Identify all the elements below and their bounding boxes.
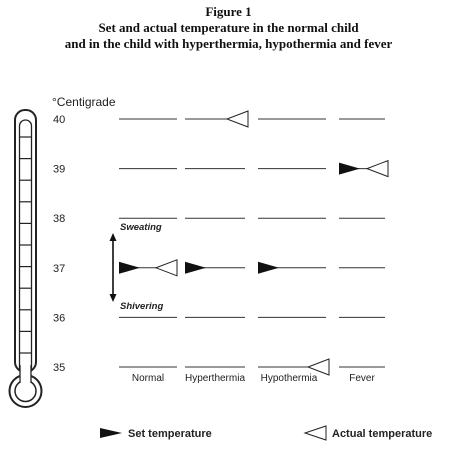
thermoregulation-range-arrow <box>109 233 117 302</box>
set-temperature-marker <box>258 261 279 274</box>
sweating-label: Sweating <box>120 222 162 233</box>
set-temperature-marker <box>119 261 140 274</box>
shivering-label: Shivering <box>120 301 163 312</box>
figure-title-line-1: Set and actual temperature in the normal… <box>98 20 359 35</box>
category-label: Hypothermia <box>261 373 318 384</box>
y-tick-label: 36 <box>53 312 65 324</box>
y-tick-label: 37 <box>53 263 65 275</box>
category-label: Normal <box>132 373 164 384</box>
thermometer-icon <box>8 109 43 408</box>
unit-label: °Centigrade <box>52 95 116 109</box>
actual-temperature-marker <box>306 358 330 376</box>
category-label: Fever <box>349 373 375 384</box>
set-temperature-marker <box>185 261 206 274</box>
legend-set-temperature-label: Set temperature <box>128 428 212 440</box>
y-tick-label: 38 <box>53 213 65 225</box>
set-temperature-marker <box>339 162 360 175</box>
actual-temperature-marker <box>225 110 249 128</box>
legend-actual-temperature-marker <box>303 425 327 441</box>
actual-temperature-marker <box>154 259 178 277</box>
y-tick-label: 40 <box>53 114 65 126</box>
y-tick-label: 39 <box>53 164 65 176</box>
category-label: Hyperthermia <box>185 373 245 384</box>
legend-actual-temperature-label: Actual temperature <box>332 428 432 440</box>
legend-set-temperature-marker <box>100 428 122 438</box>
legend: Set temperature Actual temperature <box>100 425 432 441</box>
figure-title-line-2: and in the child with hyperthermia, hypo… <box>64 36 393 51</box>
figure-label: Figure 1 <box>205 4 252 19</box>
actual-temperature-marker <box>365 159 389 178</box>
y-tick-label: 35 <box>53 362 65 374</box>
